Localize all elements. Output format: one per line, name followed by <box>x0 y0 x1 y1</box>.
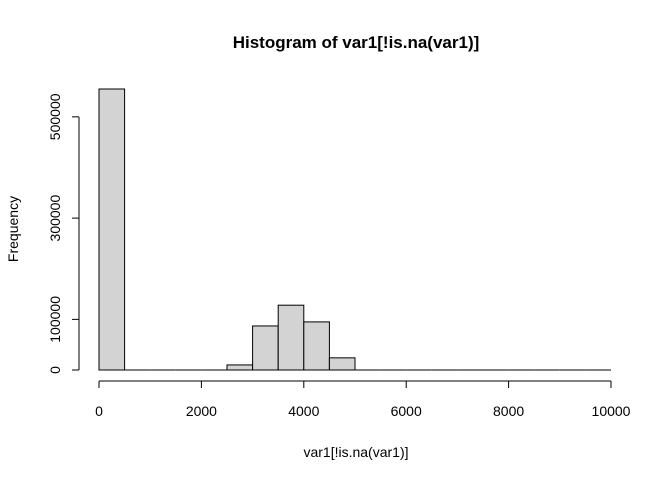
x-tick-label: 4000 <box>288 403 319 419</box>
x-axis-label: var1[!is.na(var1)] <box>303 444 408 460</box>
histogram-bar <box>98 88 126 371</box>
chart-title: Histogram of var1[!is.na(var1)] <box>233 33 480 52</box>
histogram-bar <box>252 325 279 371</box>
histogram-bar <box>277 304 305 371</box>
x-axis: 0 2000 4000 6000 8000 10000 <box>95 380 631 419</box>
histogram-bars <box>98 88 611 371</box>
histogram-bar <box>226 364 254 371</box>
y-axis: 0 100000 300000 500000 <box>47 93 80 374</box>
y-tick-label: 300000 <box>47 195 63 242</box>
y-tick-label: 100000 <box>47 296 63 343</box>
x-tick-label: 6000 <box>391 403 422 419</box>
x-tick-label: 10000 <box>592 403 631 419</box>
x-tick-label: 0 <box>95 403 103 419</box>
y-axis-label: Frequency <box>5 196 21 262</box>
histogram-bar <box>303 321 330 371</box>
y-tick-label: 500000 <box>47 93 63 140</box>
histogram-bar <box>328 357 356 371</box>
y-tick-label: 0 <box>47 366 63 374</box>
x-tick-label: 2000 <box>186 403 217 419</box>
x-tick-label: 8000 <box>493 403 524 419</box>
